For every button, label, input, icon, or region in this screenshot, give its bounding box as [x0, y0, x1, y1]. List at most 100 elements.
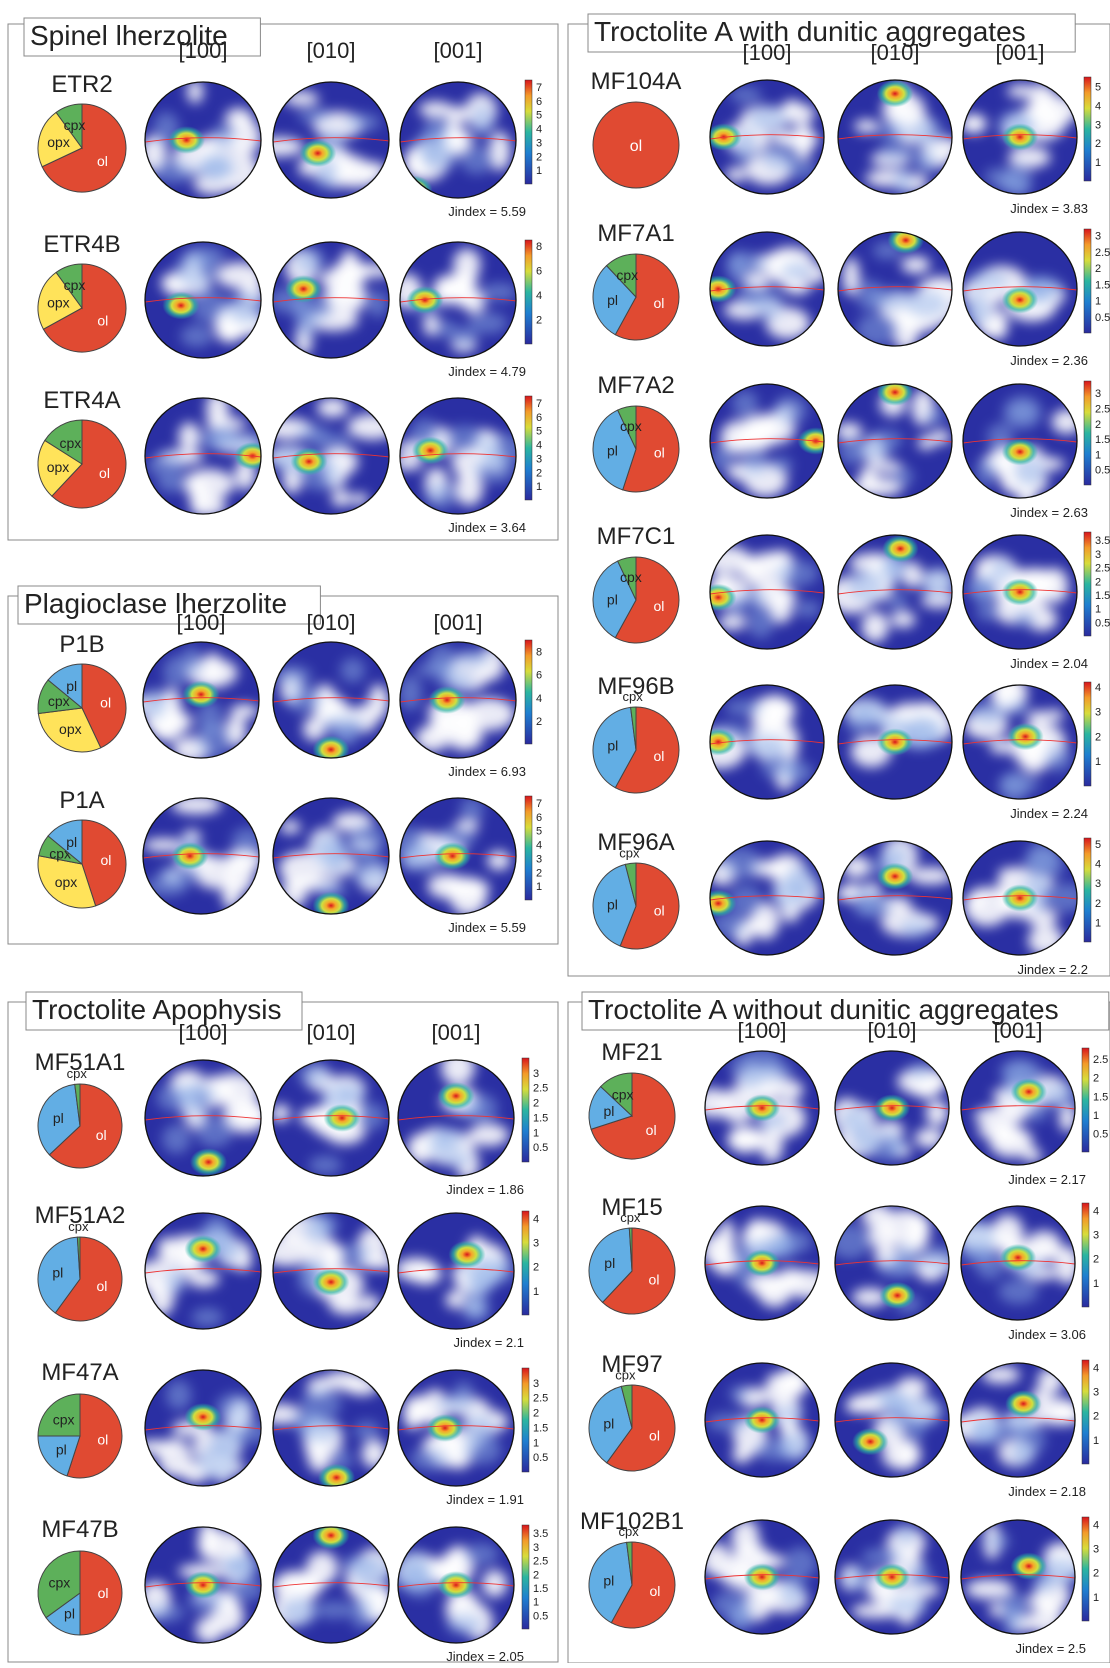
sample-row: MF7A1 ol pl cpx 3 2.5 2 1.5 1 0.5 Jindex = 2.36 — [592, 220, 1110, 368]
group-panel: Troctolite A without dunitic aggregates[… — [567, 991, 1110, 1664]
group-title: Troctolite Apophysis — [32, 994, 282, 1025]
colorbar-tick-label: 2.5 — [533, 1083, 548, 1095]
pole-figure-icon — [399, 397, 517, 515]
jindex-label: Jindex = 2.17 — [1008, 1172, 1086, 1187]
pie-slice-pl — [588, 1541, 633, 1624]
colorbar-tick-label: 0.5 — [1095, 617, 1110, 629]
colorbar-tick-label: 1 — [1095, 296, 1101, 308]
pie-slice-cpx — [617, 556, 637, 601]
modal-pie-icon: ol opx cpx — [37, 419, 127, 509]
colorbar-tick-label: 2 — [1095, 898, 1101, 910]
sample-name: MF47B — [41, 1516, 118, 1543]
jindex-label: Jindex = 2.05 — [446, 1649, 524, 1663]
modal-pie-icon: ol pl cpx — [37, 1550, 123, 1636]
pie-label: pl — [607, 442, 618, 458]
colorbar-tick-label: 2 — [1095, 419, 1101, 431]
colorbar-tick-label: 1.5 — [1093, 1091, 1108, 1103]
colorbar-tick-label: 3 — [536, 453, 542, 465]
modal-pie-icon: ol pl cpx — [592, 253, 680, 341]
pie-label: opx — [47, 459, 70, 475]
colorbar-tick-label: 1 — [533, 1597, 539, 1609]
pie-label: cpx — [64, 277, 86, 293]
pie-slice-ol — [619, 862, 680, 950]
colorbar-icon: 8 6 4 2 — [524, 239, 542, 345]
colorbar-tick-label: 6 — [536, 412, 542, 424]
pole-figure-icon — [144, 1369, 262, 1487]
modal-pie-icon: ol pl cpx — [588, 1210, 676, 1315]
pie-label: ol — [649, 1272, 660, 1288]
sample-name: P1B — [59, 631, 104, 658]
pie-slice-pl — [588, 1385, 633, 1464]
pole-label: [010] — [868, 1018, 917, 1043]
sample-row: MF97 ol pl cpx 4 3 2 1 Jindex = 2.18 — [588, 1351, 1099, 1499]
group-title: Spinel lherzolite — [30, 20, 228, 51]
colorbar-icon: 2.5 2 1.5 1 0.5 — [1081, 1047, 1108, 1153]
modal-pie-icon: ol opx cpx — [37, 263, 127, 353]
colorbar-tick-label: 2 — [1095, 576, 1101, 588]
pie-label: cpx — [619, 845, 640, 860]
colorbar-tick-label: 6 — [536, 96, 542, 108]
colorbar-tick-label: 0.5 — [533, 1610, 548, 1622]
pie-label: ol — [100, 852, 111, 868]
sample-name: ETR2 — [51, 71, 112, 98]
group-panel: Plagioclase lherzolite[100] [010] [001]P1B… — [7, 585, 559, 945]
colorbar-tick-label: 4 — [1093, 1362, 1099, 1374]
sample-row: MF51A1 ol pl cpx 3 2.5 2 1.5 1 0.5 Jindex = 1.86 — [35, 1049, 549, 1197]
pole-figure-icon — [144, 397, 262, 515]
sample-name: MF15 — [601, 1194, 662, 1221]
pie-label: pl — [66, 834, 77, 850]
pie-label: ol — [99, 465, 110, 481]
group-frame — [7, 23, 559, 541]
colorbar-tick-label: 3 — [1095, 707, 1101, 719]
pole-label: [010] — [307, 610, 356, 635]
pie-label: cpx — [616, 267, 638, 283]
pole-label: [001] — [994, 1018, 1043, 1043]
colorbar-tick-label: 1 — [1093, 1278, 1099, 1290]
pole-figure-icon — [704, 1205, 820, 1321]
pie-slice-ol — [41, 103, 127, 193]
group-title: Troctolite A without dunitic aggregates — [588, 994, 1059, 1025]
pie-label: opx — [59, 721, 82, 737]
pole-figure-icon — [962, 383, 1078, 499]
pie-slice-cpx — [37, 1550, 81, 1619]
colorbar-tick-label: 5 — [536, 826, 542, 838]
modal-pie-icon: ol pl cpx — [37, 1219, 123, 1322]
pie-label: cpx — [48, 693, 70, 709]
pole-figure-icon — [272, 81, 390, 199]
colorbar-tick-label: 1 — [1093, 1110, 1099, 1122]
colorbar-tick-label: 1 — [1095, 756, 1101, 768]
colorbar-tick-label: 2 — [533, 1569, 539, 1581]
pie-slice-pl — [592, 560, 637, 639]
pie-label: cpx — [68, 1219, 89, 1234]
pie-slice-cpx — [617, 405, 637, 450]
colorbar-tick-label: 3 — [536, 853, 542, 865]
colorbar-tick-label: 2.5 — [1095, 247, 1110, 259]
pie-label: opx — [55, 874, 78, 890]
colorbar-tick-label: 7 — [536, 82, 542, 94]
pie-slice-pl — [47, 819, 83, 866]
pie-slice-pl — [592, 264, 637, 336]
colorbar-tick-label: 1 — [536, 881, 542, 893]
pie-label: ol — [654, 445, 665, 461]
jindex-label: Jindex = 2.04 — [1010, 656, 1088, 671]
pole-figure-icon — [399, 241, 517, 359]
pie-slice-ol — [614, 706, 680, 794]
pie-label: pl — [607, 591, 618, 607]
colorbar-tick-label: 5 — [1095, 81, 1101, 93]
modal-pie-icon: ol pl cpx — [592, 689, 680, 794]
colorbar-tick-label: 8 — [536, 241, 542, 253]
pie-slice-pl — [37, 1083, 81, 1156]
pie-label: ol — [653, 598, 664, 614]
sample-name: MF7A1 — [597, 220, 674, 247]
pie-label: ol — [649, 1583, 660, 1599]
pole-figure-icon — [704, 1050, 820, 1166]
pie-label: cpx — [612, 1086, 634, 1102]
pole-figure-icon — [272, 1526, 390, 1644]
jindex-label: Jindex = 2.2 — [1018, 962, 1088, 977]
sample-row: ETR4B ol opx cpx 8 6 4 2 Jindex = 4.79 — [37, 231, 542, 379]
pole-label: [001] — [432, 1020, 481, 1045]
jindex-label: Jindex = 2.5 — [1016, 1641, 1086, 1656]
